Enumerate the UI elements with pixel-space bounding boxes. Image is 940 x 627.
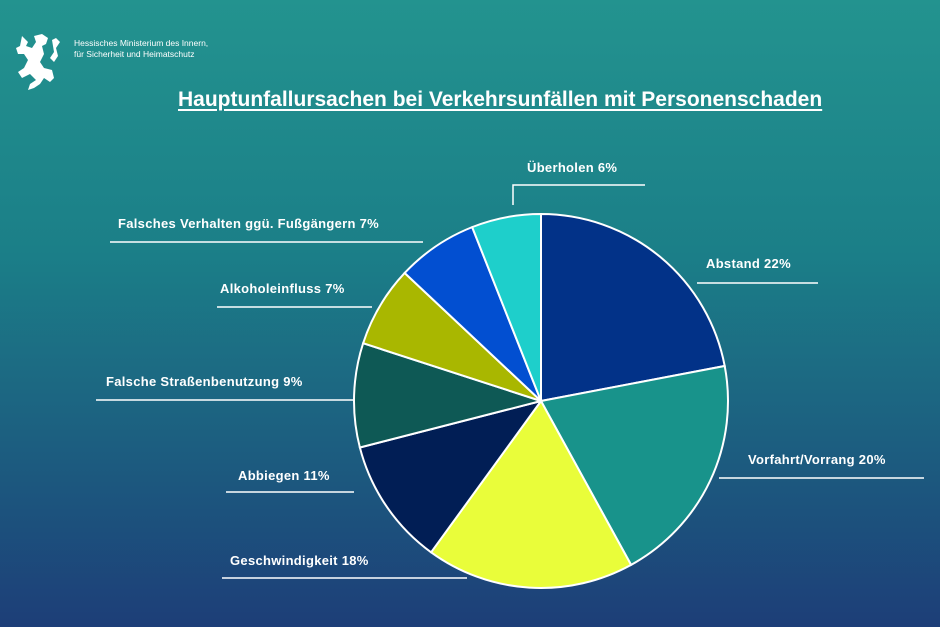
hessian-lion-icon bbox=[16, 34, 60, 90]
label-alkohol: Alkoholeinfluss 7% bbox=[220, 281, 345, 296]
label-fussgaenger: Falsches Verhalten ggü. Fußgängern 7% bbox=[118, 216, 379, 231]
label-abbiegen: Abbiegen 11% bbox=[238, 468, 330, 483]
ministry-name: Hessisches Ministerium des Innern, für S… bbox=[74, 38, 208, 60]
label-abstand: Abstand 22% bbox=[706, 256, 791, 271]
pie-slice-überholen bbox=[470, 212, 542, 402]
ministry-line1: Hessisches Ministerium des Innern, bbox=[74, 38, 209, 48]
label-falsche-strasse: Falsche Straßenbenutzung 9% bbox=[106, 374, 303, 389]
label-ueberholen: Überholen 6% bbox=[527, 160, 617, 175]
pie-slice-abstand bbox=[540, 212, 726, 403]
leader-ueberholen bbox=[512, 184, 645, 205]
label-vorfahrt: Vorfahrt/Vorrang 20% bbox=[748, 452, 886, 467]
pie-slice-geschwindigkeit bbox=[429, 399, 633, 589]
pie-slice-vorfahrt-vorrang bbox=[539, 364, 729, 567]
pie-slice-falsche-straßenbenutzung bbox=[353, 341, 545, 449]
pie-slice-abbiegen bbox=[358, 399, 544, 554]
chart-title: Hauptunfallursachen bei Verkehrsunfällen… bbox=[178, 88, 823, 111]
label-geschwindigkeit: Geschwindigkeit 18% bbox=[230, 553, 369, 568]
ministry-line2: für Sicherheit und Heimatschutz bbox=[74, 49, 195, 59]
